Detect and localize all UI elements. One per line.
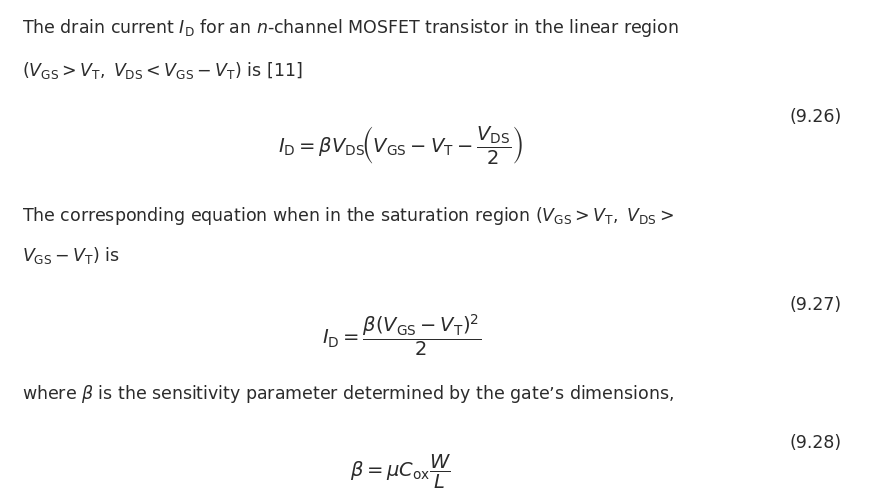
Text: (9.26): (9.26) — [789, 108, 841, 126]
Text: The drain current $I_{\mathrm{D}}$ for an $n$-channel MOSFET transistor in the l: The drain current $I_{\mathrm{D}}$ for a… — [22, 17, 678, 39]
Text: $I_{\mathrm{D}} = \beta V_{\mathrm{DS}}\!\left( V_{\mathrm{GS}} - V_{\mathrm{T}}: $I_{\mathrm{D}} = \beta V_{\mathrm{DS}}\… — [278, 124, 524, 166]
Text: $I_{\mathrm{D}} = \dfrac{\beta(V_{\mathrm{GS}} - V_{\mathrm{T}})^{2}}{2}$: $I_{\mathrm{D}} = \dfrac{\beta(V_{\mathr… — [322, 312, 480, 358]
Text: (9.27): (9.27) — [789, 296, 841, 314]
Text: where $\beta$ is the sensitivity parameter determined by the gate’s dimensions,: where $\beta$ is the sensitivity paramet… — [22, 383, 674, 405]
Text: The corresponding equation when in the saturation region $(V_{\mathrm{GS}} > V_{: The corresponding equation when in the s… — [22, 205, 673, 227]
Text: $V_{\mathrm{GS}} - V_{\mathrm{T}})$ is: $V_{\mathrm{GS}} - V_{\mathrm{T}})$ is — [22, 245, 119, 266]
Text: $(V_{\mathrm{GS}} > V_{\mathrm{T}},\; V_{\mathrm{DS}} < V_{\mathrm{GS}} - V_{\ma: $(V_{\mathrm{GS}} > V_{\mathrm{T}},\; V_… — [22, 60, 303, 81]
Text: $\beta = \mu C_{\mathrm{ox}}\dfrac{W}{L}$: $\beta = \mu C_{\mathrm{ox}}\dfrac{W}{L}… — [351, 453, 452, 488]
Text: (9.28): (9.28) — [789, 434, 841, 452]
